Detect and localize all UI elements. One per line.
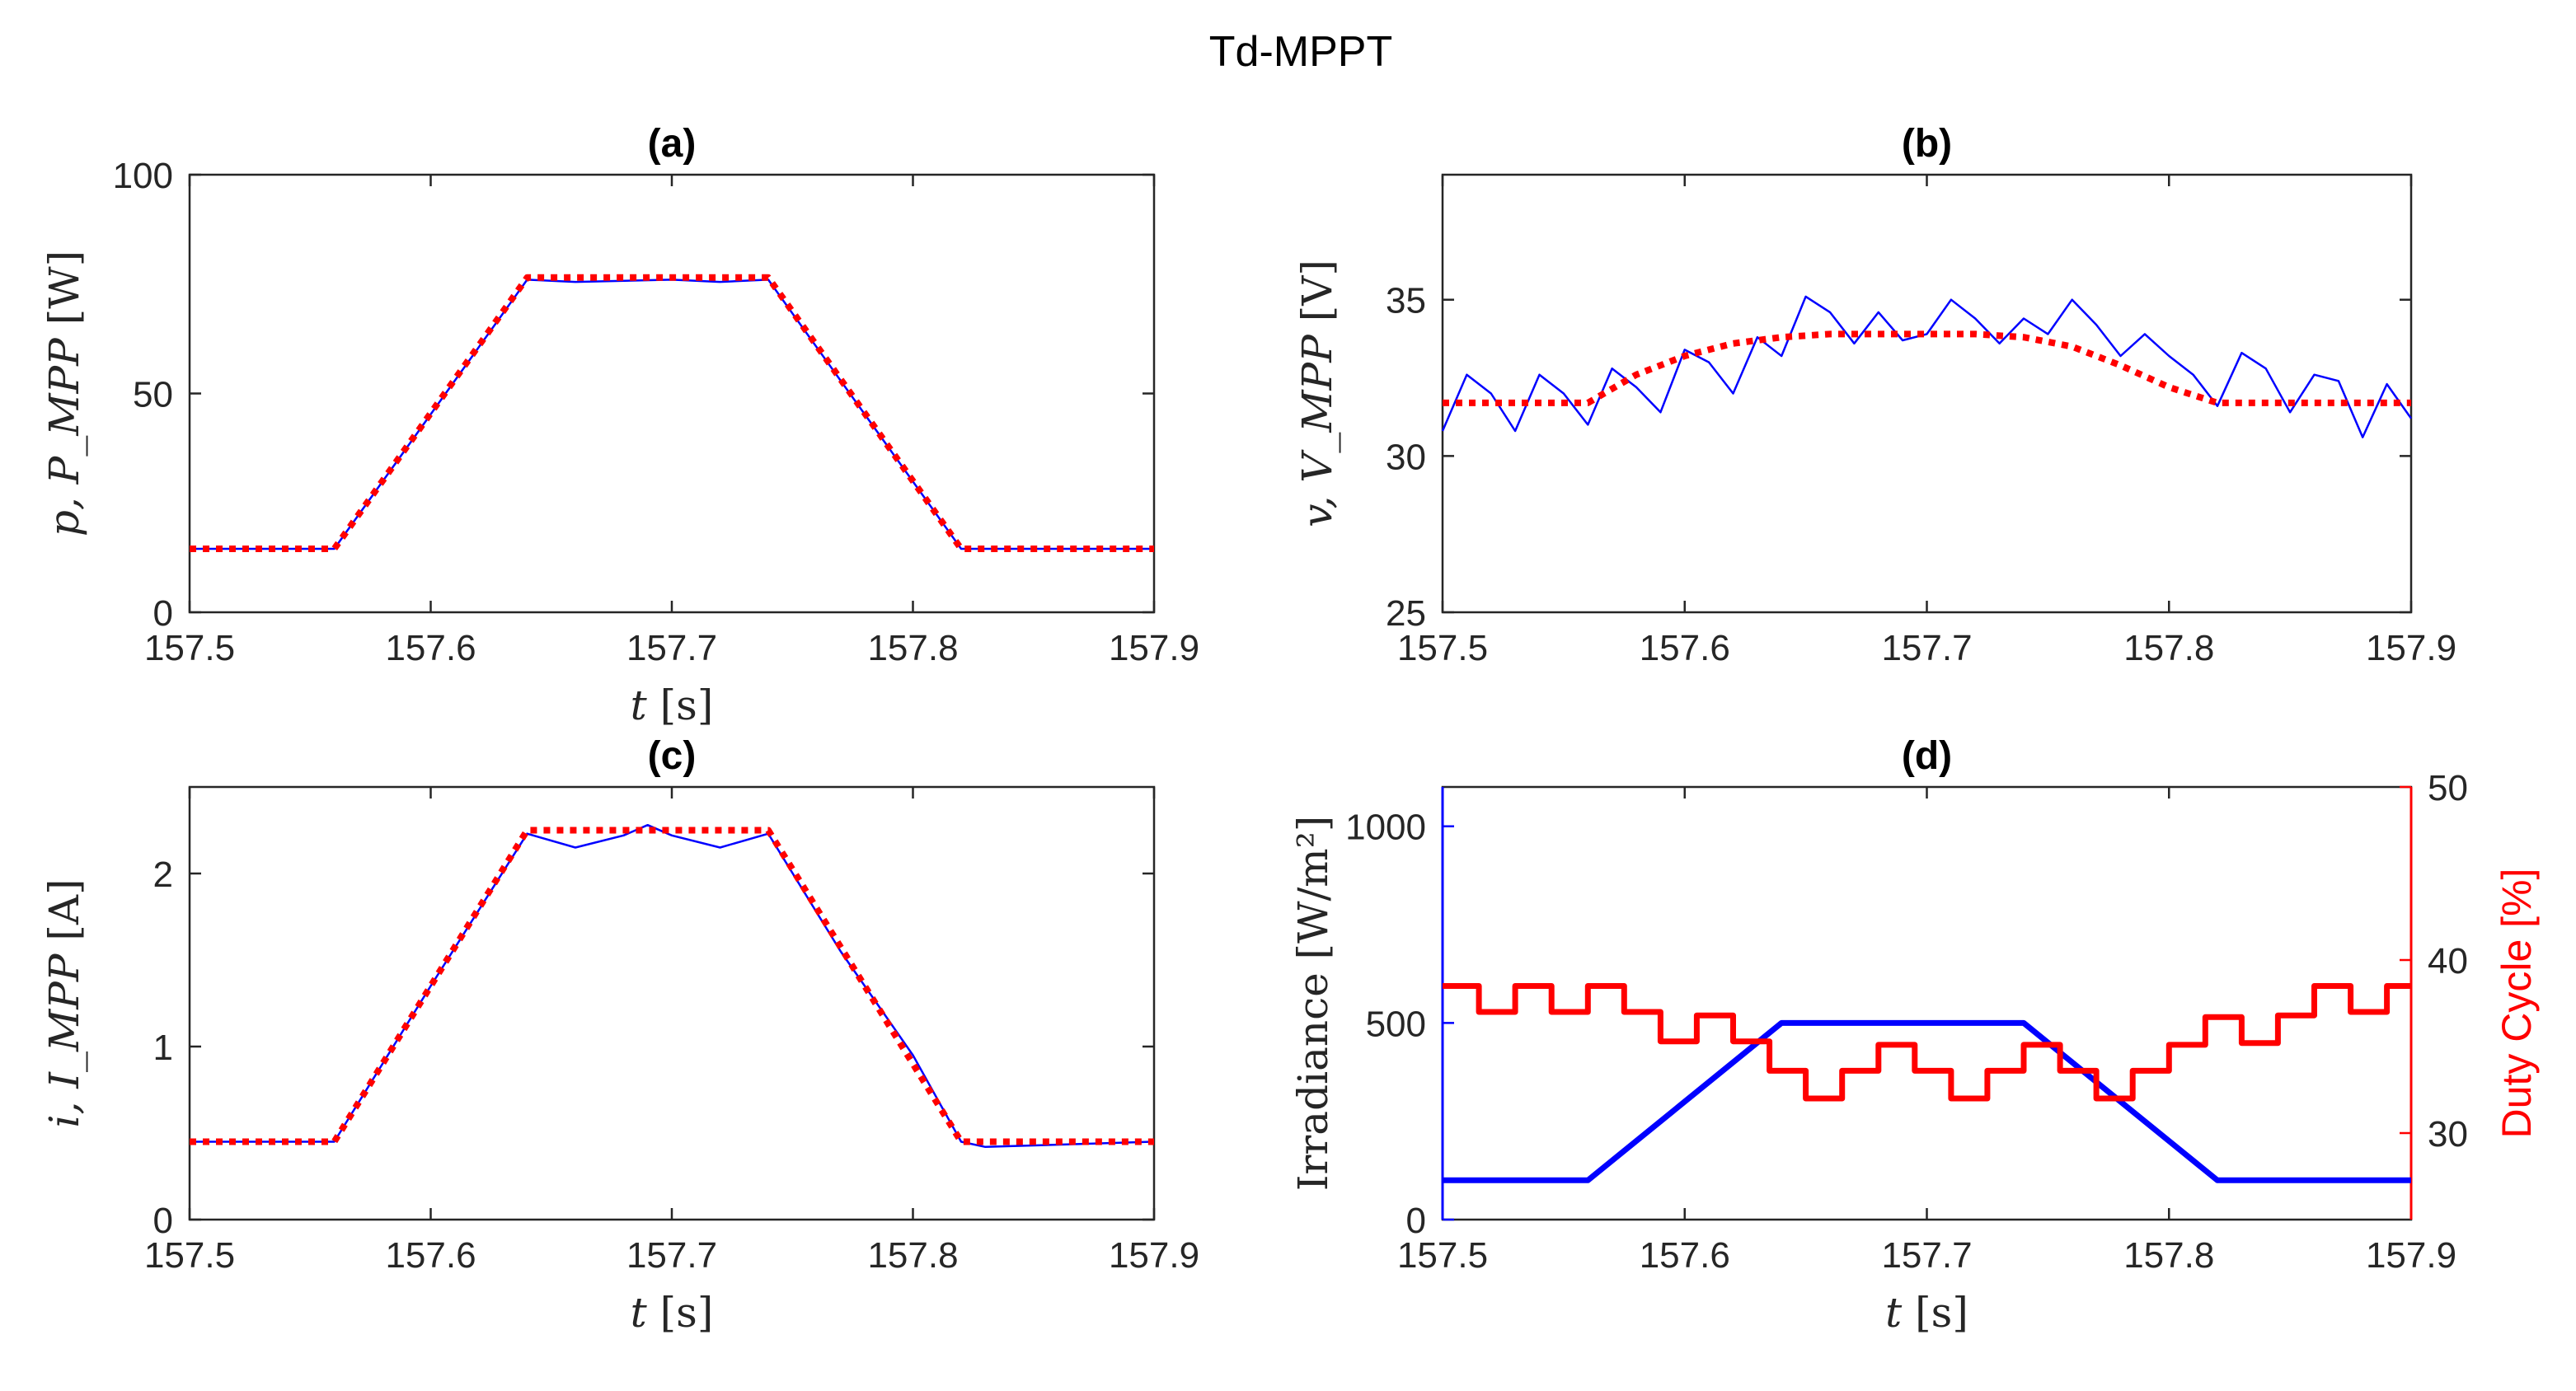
y-axis-label: v, V_MPP [V]	[1293, 260, 1341, 527]
x-tick-label: 157.9	[1109, 628, 1199, 668]
y-tick-label: 0	[153, 1201, 173, 1241]
y-tick-label: 0	[153, 593, 173, 634]
x-tick-label: 157.7	[1881, 1235, 1972, 1276]
x-label-symbol: t	[631, 1289, 660, 1337]
x-tick-label: 157.5	[144, 1235, 235, 1276]
x-tick-label: 157.5	[1397, 628, 1488, 668]
y-tick-label: 30	[1386, 437, 1426, 477]
x-label-symbol: t	[631, 681, 660, 729]
x-tick-label: 157.8	[2123, 1235, 2214, 1276]
y-label-unit: [W]	[40, 251, 88, 325]
y-tick-label: 100	[113, 156, 173, 196]
y-label-symbol: i, I_MPP	[40, 941, 88, 1128]
x-axis-label: t [s]	[631, 681, 714, 729]
series-v-mpp	[1443, 330, 2411, 406]
y-axis-label: Irradiance [W/m²]	[1289, 816, 1337, 1192]
figure-title: Td-MPPT	[1209, 28, 1392, 76]
x-tick-label: 157.8	[867, 1235, 958, 1276]
x-tick-label: 157.5	[144, 628, 235, 668]
series-irradiance	[1443, 1019, 2411, 1183]
panel-title-d: (d)	[1902, 734, 1952, 778]
y-axis-label: i, I_MPP [A]	[40, 878, 88, 1127]
y-tick-label: 35	[1386, 281, 1426, 321]
y-tick-label: 25	[1386, 593, 1426, 634]
y-tick-label: 1	[153, 1028, 173, 1068]
x-label-unit: [s]	[660, 681, 714, 729]
x-tick-label: 157.6	[1640, 1235, 1730, 1276]
y-tick-label: 50	[133, 375, 173, 415]
panel-title-b: (b)	[1902, 122, 1952, 166]
x-label-symbol: t	[1885, 1289, 1915, 1337]
y-right-tick-label: 40	[2428, 941, 2468, 981]
x-tick-label: 157.9	[1109, 1235, 1199, 1276]
x-tick-label: 157.6	[385, 1235, 476, 1276]
series-i-mpp	[190, 827, 1154, 1145]
series-duty-cycle	[1443, 983, 2411, 1102]
y-tick-label: 2	[153, 855, 173, 895]
y-tick-label: 500	[1366, 1004, 1426, 1044]
axes-box-b	[1441, 173, 2413, 614]
y-label-unit: [A]	[40, 878, 88, 940]
panel-d: (d) 157.5 157.6 157.7 157.8 157.9 0 500 1000 30 40…	[1289, 734, 2540, 1337]
y-axis-label: p, P_MPP [W]	[40, 251, 88, 536]
panel-c: (c) 157.5 157.6 157.7 157.8 157.9 0 1 2 i, I_MPP …	[40, 734, 1199, 1337]
x-tick-label: 157.7	[626, 1235, 717, 1276]
series-p-mpp	[190, 274, 1154, 552]
series-p	[190, 279, 1154, 550]
series-i	[190, 823, 1155, 1149]
y-tick-label: 0	[1406, 1201, 1426, 1241]
x-label-unit: [s]	[1915, 1289, 1968, 1337]
x-tick-label: 157.8	[2123, 628, 2214, 668]
panel-a: (a) 157.5 157.6 157.7 157.8 157.9 0 50 100 p, P_M…	[40, 122, 1199, 729]
x-tick-label: 157.9	[2366, 628, 2456, 668]
x-axis-label: t [s]	[1885, 1289, 1968, 1337]
y-right-tick-label: 30	[2428, 1114, 2468, 1154]
y-label-unit: [V]	[1293, 260, 1341, 321]
x-tick-label: 157.7	[626, 628, 717, 668]
x-tick-label: 157.8	[867, 628, 958, 668]
y-label-symbol: p, P_MPP	[40, 325, 88, 536]
y-label-symbol: v, V_MPP	[1293, 321, 1341, 527]
x-tick-label: 157.7	[1881, 628, 1972, 668]
x-axis-label: t [s]	[631, 1289, 714, 1337]
panel-title-c: (c)	[648, 734, 697, 778]
y-tick-label: 1000	[1345, 808, 1426, 848]
x-label-unit: [s]	[660, 1289, 714, 1337]
panel-b: (b) 157.5 157.6 157.7 157.8 157.9 25 30 35 v, V_M…	[1293, 122, 2456, 668]
y-right-tick-label: 50	[2428, 768, 2468, 808]
series-v	[1441, 295, 2413, 438]
panel-title-a: (a)	[648, 122, 697, 166]
axes-box-c	[188, 785, 1156, 1221]
x-tick-label: 157.6	[385, 628, 476, 668]
x-tick-label: 157.5	[1397, 1235, 1488, 1276]
y-axis-label-right: Duty Cycle [%]	[2494, 869, 2540, 1139]
x-tick-label: 157.6	[1640, 628, 1730, 668]
x-tick-label: 157.9	[2366, 1235, 2456, 1276]
